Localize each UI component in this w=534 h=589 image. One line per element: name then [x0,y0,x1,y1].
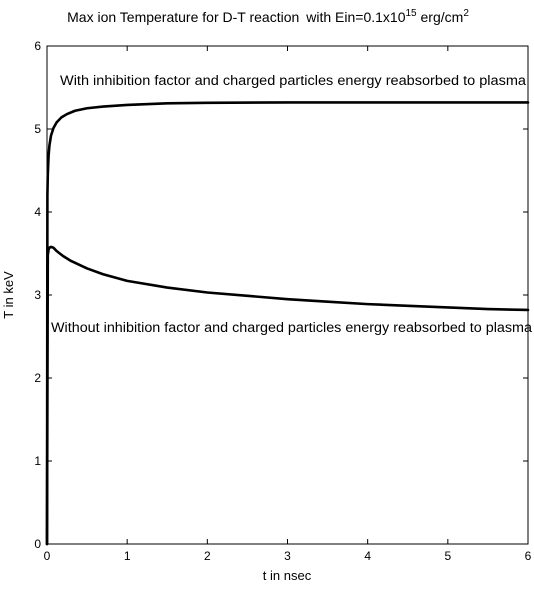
x-tick-label: 1 [124,549,131,563]
x-tick-label: 4 [364,549,371,563]
x-tick-label: 6 [525,549,532,563]
y-tick-label: 2 [34,371,41,385]
y-tick-label: 0 [34,537,41,551]
x-tick-label: 3 [284,549,291,563]
chart-title-condition: with Ein=0.1x10 [305,9,405,25]
y-tick-label: 4 [34,205,41,219]
x-tick-label: 0 [44,549,51,563]
y-tick-label: 3 [34,288,41,302]
y-axis-ticks: 0 1 2 3 4 5 6 [34,39,528,551]
series-line-without-inhibition [45,245,530,546]
series-label-with-inhibition: With inhibition factor and charged parti… [60,73,527,88]
x-tick-label: 2 [204,549,211,563]
chart-title-unit-exponent: 2 [463,8,469,19]
plot-frame [46,45,529,545]
y-tick-label: 1 [34,454,41,468]
y-tick-label: 6 [34,39,41,53]
y-tick-label: 5 [34,122,41,136]
chart-title-exponent: 15 [406,8,418,19]
chart-title: Max ion Temperature for D-T reaction with… [67,8,469,25]
chart-title-main: Max ion Temperature for D-T reaction [67,9,299,25]
series-label-without-inhibition: Without inhibition factor and charged pa… [51,320,533,335]
x-axis-label: t in nsec [263,568,312,583]
x-tick-label: 5 [444,549,451,563]
x-axis-ticks: 0 1 2 3 4 5 6 [44,46,532,563]
y-axis-label: T in keV [1,271,16,319]
chart-title-unit: erg/cm [417,9,464,25]
series-layer [45,101,530,546]
series-line-with-inhibition [45,101,530,546]
